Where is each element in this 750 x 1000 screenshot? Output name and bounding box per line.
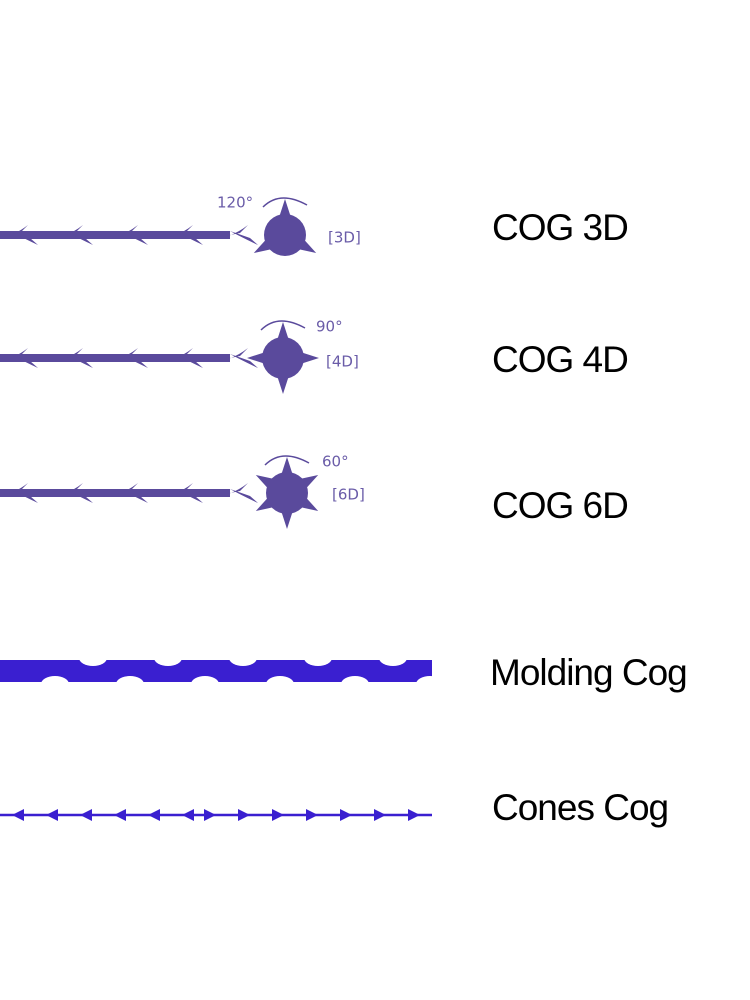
molding-notch [116, 676, 144, 692]
cone [204, 809, 216, 821]
cone [148, 809, 160, 821]
barb [230, 354, 258, 368]
spike [278, 199, 292, 219]
angle-arrow [264, 455, 310, 466]
cone [306, 809, 318, 821]
barb [230, 489, 258, 503]
spike [255, 496, 276, 511]
spike [247, 351, 267, 365]
thread [0, 489, 230, 497]
item-label: Cones Cog [492, 787, 668, 828]
spike [296, 238, 317, 253]
barb [45, 225, 83, 239]
barb [65, 354, 93, 368]
molding-notch [154, 650, 182, 666]
barb [230, 231, 258, 245]
cone [340, 809, 352, 821]
item-label: Molding Cog [490, 652, 687, 693]
barb [0, 348, 28, 362]
angle-arrow [260, 320, 306, 331]
barb [100, 225, 138, 239]
molding-notch [41, 676, 69, 692]
thread [0, 231, 230, 239]
thread-drawings [0, 197, 482, 821]
molding-notch [416, 676, 444, 692]
barb [45, 348, 83, 362]
barb [155, 348, 193, 362]
barb [120, 231, 148, 245]
barb [175, 231, 203, 245]
spike [276, 322, 290, 342]
molding-notch [379, 650, 407, 666]
barb [120, 354, 148, 368]
thread [0, 354, 230, 362]
barb [175, 354, 203, 368]
spike [298, 496, 319, 511]
barb [155, 225, 193, 239]
molding-notch [341, 676, 369, 692]
angle-arrow [262, 197, 308, 208]
angle-label: 60° [322, 453, 349, 471]
angle-label: 120° [217, 194, 253, 212]
code-label: [3D] [328, 229, 361, 247]
spike [298, 475, 319, 490]
barb [10, 231, 38, 245]
barb [100, 348, 138, 362]
barb [100, 483, 138, 497]
barb [175, 489, 203, 503]
cone [114, 809, 126, 821]
cross-section [266, 472, 308, 514]
barb [210, 483, 248, 497]
barb [155, 483, 193, 497]
barb [65, 231, 93, 245]
molding-notch [266, 676, 294, 692]
cone [408, 809, 420, 821]
cross-section [262, 337, 304, 379]
cone [182, 809, 194, 821]
barb [0, 483, 28, 497]
item-label: COG 4D [492, 339, 628, 380]
barb [0, 225, 28, 239]
spike [255, 475, 276, 490]
code-label: [6D] [332, 486, 365, 504]
molding-notch [191, 676, 219, 692]
molding-notch [229, 650, 257, 666]
spike [280, 509, 294, 529]
molding-notch [454, 650, 482, 666]
spike [299, 351, 319, 365]
cone [12, 809, 24, 821]
barb [210, 225, 248, 239]
barb [10, 354, 38, 368]
barb [65, 489, 93, 503]
cone [238, 809, 250, 821]
molding-notch [79, 650, 107, 666]
spike [253, 238, 274, 253]
angle-label: 90° [316, 318, 343, 336]
cone [80, 809, 92, 821]
item-label: COG 3D [492, 207, 628, 248]
spike [276, 374, 290, 394]
code-label: [4D] [326, 353, 359, 371]
item-label: COG 6D [492, 485, 628, 526]
cone [46, 809, 58, 821]
barb [10, 489, 38, 503]
cone [374, 809, 386, 821]
molding-notch [304, 650, 332, 666]
molding-thread [0, 660, 432, 682]
cone [272, 809, 284, 821]
barb [210, 348, 248, 362]
cross-section [264, 214, 306, 256]
barb [45, 483, 83, 497]
barb [120, 489, 148, 503]
spike [280, 457, 294, 477]
